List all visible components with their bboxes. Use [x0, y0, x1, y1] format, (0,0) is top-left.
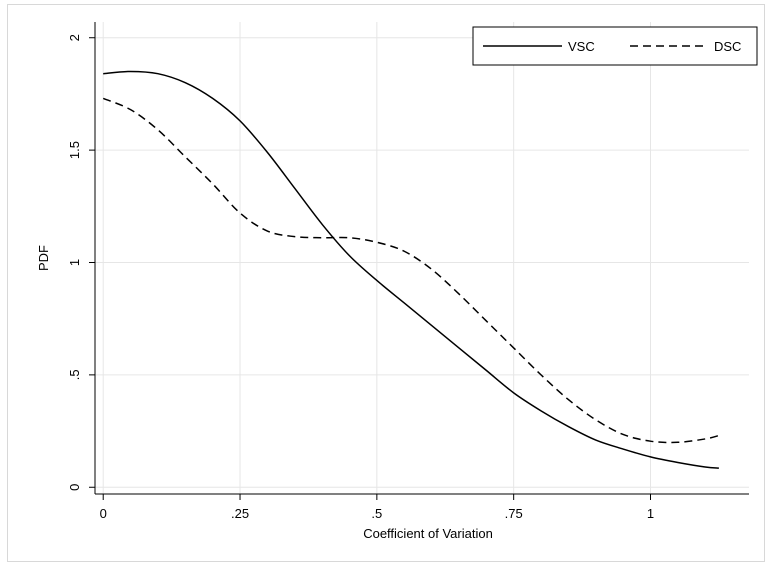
x-tick-label: .5	[371, 506, 382, 521]
y-axis-title: PDF	[36, 245, 51, 271]
y-tick-label: 2	[67, 34, 82, 41]
ticks: 0 .5 1 1.5 2 0 .25 .5 .75 1	[67, 34, 654, 521]
grid-lines	[95, 22, 749, 494]
y-tick-label: .5	[67, 369, 82, 380]
series-line-vsc	[103, 70, 719, 469]
legend-label-dsc: DSC	[714, 39, 741, 54]
legend-box	[472, 26, 758, 66]
axes	[94, 22, 749, 495]
chart-frame	[7, 4, 765, 562]
y-tick-label: 1	[67, 259, 82, 266]
legend: VSC DSC	[472, 26, 758, 66]
x-tick-label: .75	[505, 506, 523, 521]
x-tick-label: 0	[100, 506, 107, 521]
y-tick-label: 1.5	[67, 141, 82, 159]
x-tick-label: 1	[647, 506, 654, 521]
x-tick-label: .25	[231, 506, 249, 521]
series-line-dsc	[102, 97, 720, 444]
legend-label-vsc: VSC	[568, 39, 595, 54]
series-layer	[102, 70, 720, 469]
y-tick-label: 0	[67, 484, 82, 491]
x-axis-title: Coefficient of Variation	[363, 526, 493, 541]
